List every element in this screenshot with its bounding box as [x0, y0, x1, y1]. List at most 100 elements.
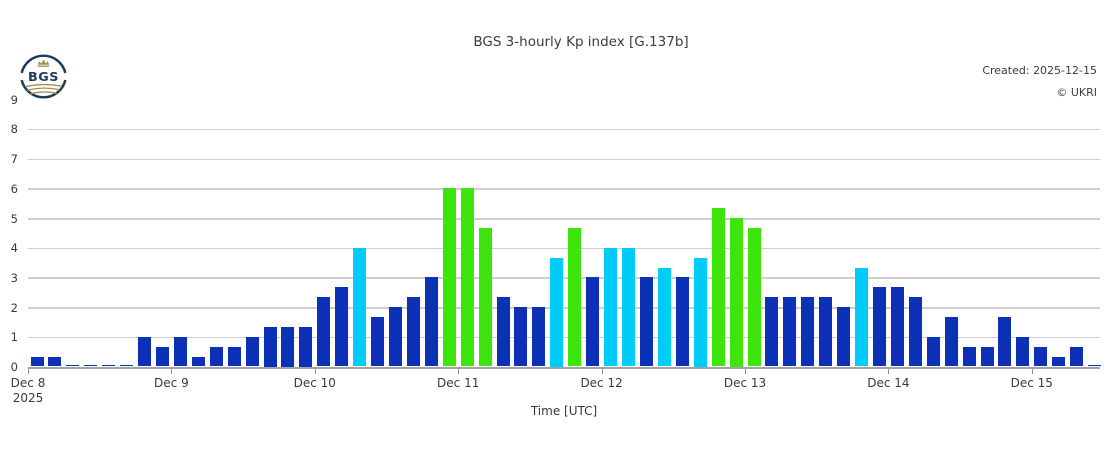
kp-bar — [389, 307, 402, 367]
kp-bar — [353, 247, 367, 367]
gridline — [28, 307, 1100, 309]
x-tick — [458, 368, 460, 374]
chart-title: BGS 3-hourly Kp index [G.137b] — [473, 34, 689, 50]
kp-bar — [191, 356, 205, 367]
kp-bar — [245, 336, 259, 367]
kp-bar — [693, 257, 707, 367]
x-tick-label: Dec 13 — [723, 376, 767, 390]
x-axis-label: Time [UTC] — [530, 404, 598, 418]
y-tick-label: 8 — [10, 122, 18, 137]
kp-bar — [299, 327, 313, 367]
kp-bar — [460, 188, 474, 367]
kp-bar — [532, 307, 546, 367]
kp-bar — [424, 277, 438, 367]
y-tick-label: 4 — [10, 241, 18, 256]
kp-bar — [120, 364, 134, 367]
kp-bar — [872, 287, 886, 367]
kp-bar — [138, 336, 151, 367]
gridline — [28, 218, 1100, 220]
kp-bar — [657, 267, 671, 367]
x-tick — [888, 368, 890, 374]
contour-line-3 — [30, 91, 57, 95]
x-tick — [171, 368, 173, 374]
kp-bar — [1052, 356, 1066, 367]
kp-bar — [173, 336, 187, 367]
kp-bar — [155, 346, 169, 367]
kp-bar — [209, 346, 223, 367]
kp-bar — [729, 218, 743, 367]
x-tick-label: Dec 8 — [10, 376, 46, 390]
y-tick-label: 3 — [10, 270, 18, 285]
logo-ring-bottom — [20, 79, 67, 99]
logo-ring-top — [20, 54, 67, 74]
kp-bar — [926, 336, 940, 367]
kp-bar — [514, 307, 528, 367]
x-year-label: 2025 — [12, 391, 44, 405]
kp-bar — [66, 364, 80, 367]
kp-bar — [783, 297, 797, 367]
gridline — [28, 336, 1100, 339]
kp-bar — [102, 364, 116, 367]
kp-bar — [962, 346, 976, 367]
kp-bar — [478, 227, 492, 367]
gridline — [28, 128, 1100, 131]
x-axis-line — [28, 366, 1100, 369]
gridline — [28, 188, 1100, 190]
crown-icon — [37, 59, 50, 65]
x-tick — [314, 368, 316, 374]
kp-bar — [227, 346, 241, 367]
kp-bar — [855, 267, 868, 367]
kp-bar — [406, 297, 420, 367]
x-tick-label: Dec 10 — [293, 376, 336, 390]
kp-bar — [622, 247, 635, 367]
y-tick-label: 1 — [10, 330, 18, 345]
y-tick-label: 0 — [10, 360, 18, 374]
kp-bar — [335, 287, 349, 367]
x-tick — [28, 368, 29, 374]
kp-bar — [801, 297, 815, 367]
x-tick — [745, 368, 746, 374]
x-tick — [601, 368, 603, 374]
y-tick-label: 2 — [10, 300, 18, 315]
crown-base — [37, 65, 50, 67]
kp-bar — [747, 227, 761, 367]
kp-bar — [837, 307, 851, 367]
y-tick-label: 7 — [10, 152, 18, 167]
kp-bar — [1070, 346, 1084, 367]
x-tick-label: Dec 9 — [154, 376, 189, 390]
x-tick — [1031, 368, 1033, 374]
kp-bar — [908, 297, 922, 367]
copyright-notice: © UKRI — [1056, 86, 1097, 99]
kp-bar — [711, 208, 725, 367]
kp-bar — [371, 316, 384, 367]
kp-bar — [890, 287, 904, 367]
kp-bar — [30, 356, 44, 367]
bgs-logo: BGS — [20, 54, 67, 99]
kp-bar — [1034, 346, 1048, 367]
kp-bar — [675, 277, 689, 367]
kp-bar — [568, 227, 582, 367]
kp-bar — [586, 277, 600, 367]
kp-bar — [944, 316, 958, 367]
kp-bar — [317, 297, 331, 367]
x-tick-label: Dec 11 — [437, 376, 480, 390]
created-date: Created: 2025-12-15 — [982, 64, 1097, 77]
contour-line-1 — [24, 83, 63, 88]
x-tick-label: Dec 12 — [580, 376, 623, 390]
kp-bar — [550, 257, 564, 367]
x-tick-label: Dec 14 — [867, 376, 910, 390]
gridline — [28, 247, 1100, 250]
kp-bar — [263, 327, 277, 367]
kp-bar — [84, 364, 98, 367]
kp-bar — [1016, 336, 1030, 367]
y-tick-label: 6 — [10, 181, 18, 196]
gridline — [28, 277, 1100, 279]
gridline — [28, 158, 1100, 161]
kp-bar — [639, 277, 653, 367]
kp-bar — [281, 327, 295, 367]
kp-bar — [604, 247, 618, 367]
kp-bar — [765, 297, 779, 367]
kp-bar — [48, 356, 62, 367]
